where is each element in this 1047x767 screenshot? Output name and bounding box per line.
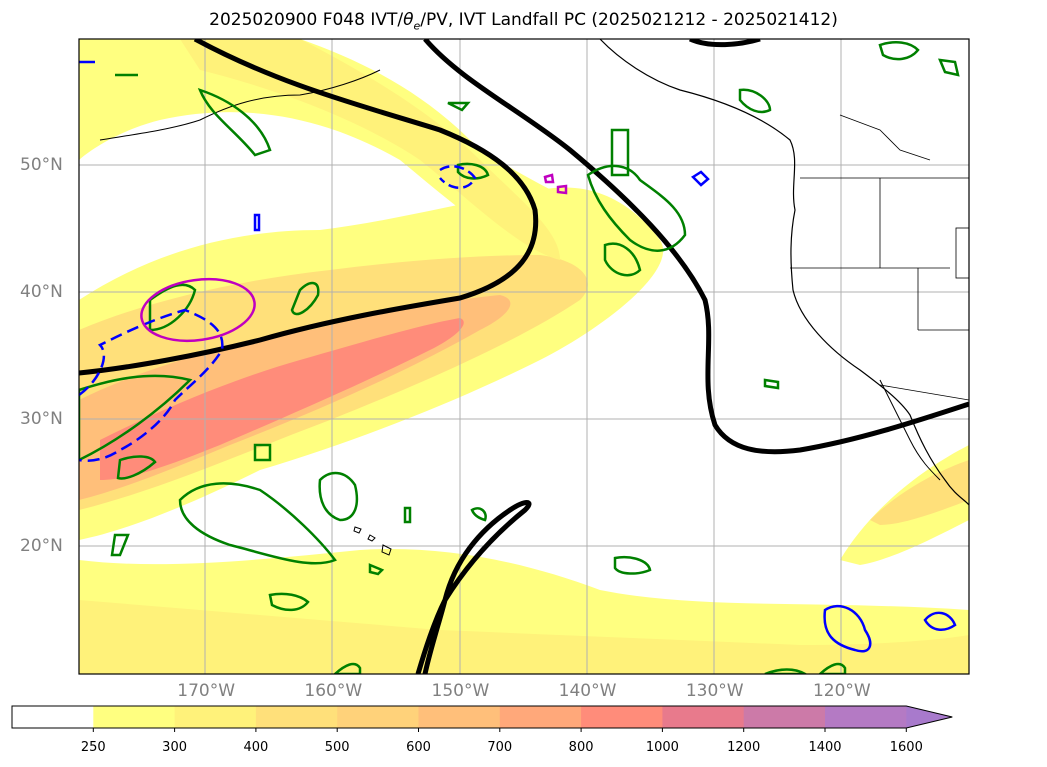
- colorbar-extend-arrow: [906, 706, 953, 728]
- lon-tick-label: 120°W: [812, 681, 871, 701]
- colorbar-tick-label: 400: [243, 740, 269, 755]
- theta-symbol: θ: [403, 10, 414, 30]
- colorbar-segment: [581, 706, 663, 728]
- colorbar-tick-label: 1400: [808, 740, 842, 755]
- negative-contour-small: [439, 165, 477, 189]
- ivt-300-south: [79, 600, 969, 674]
- ivt-250-northwest: [79, 39, 648, 300]
- baja-coastline: [879, 379, 941, 481]
- ivt-fill-layer: [79, 39, 969, 674]
- colorbar-segment: [662, 706, 745, 728]
- colorbar-outline: [11, 705, 953, 729]
- theta-e-contour-east: [423, 39, 969, 455]
- colorbar-tick-label: 600: [406, 740, 431, 755]
- lat-tick-label: 20°N: [20, 536, 63, 556]
- lat-tick-label: 50°N: [20, 155, 63, 175]
- colorbar-segment: [255, 706, 338, 728]
- colorbar-tick-label: 800: [568, 740, 594, 755]
- ivt-300-southeast: [870, 460, 969, 525]
- ivt-300-north: [180, 39, 560, 260]
- pv-contours: [79, 41, 960, 674]
- landfall-pc-contours: [140, 173, 568, 342]
- alaska-coastline: [99, 69, 381, 141]
- colorbar-segment: [499, 706, 582, 728]
- lat-tick-label: 30°N: [20, 409, 63, 429]
- colorbar-segment: [12, 706, 94, 728]
- lon-tick-label: 130°W: [685, 681, 744, 701]
- theta-e-contour-north: [688, 39, 761, 48]
- colorbar-tick-label: 250: [80, 740, 106, 755]
- political-borders: [790, 114, 969, 401]
- colorbar-segment: [825, 706, 907, 728]
- colorbar-segment: [93, 706, 176, 728]
- colorbar-segment: [418, 706, 501, 728]
- colorbar-tick-label: 700: [487, 740, 513, 755]
- colorbar-tick-label: 1000: [645, 740, 679, 755]
- hawaii-islands: [353, 526, 392, 556]
- theta-subscript: e: [413, 19, 421, 33]
- map-title: 2025020900 F048 IVT/θe/PV, IVT Landfall …: [209, 10, 838, 33]
- gridlines: [79, 39, 969, 674]
- lon-tick-label: 170°W: [177, 681, 236, 701]
- theta-e-contour-south: [415, 500, 532, 674]
- blue-contours: [79, 60, 957, 653]
- colorbar-tick-label: 1200: [727, 740, 761, 755]
- colorbar-segment: [174, 706, 257, 728]
- colorbar-segment: [743, 706, 826, 728]
- colorbar-segment: [337, 706, 419, 728]
- colorbar-tick-label: 500: [324, 740, 350, 755]
- north-america-coastline: [599, 39, 969, 506]
- lon-tick-label: 160°W: [304, 681, 363, 701]
- negative-contour-dashed: [79, 308, 224, 462]
- ivt-800-core: [100, 318, 464, 480]
- colorbar: [11, 705, 953, 732]
- lon-tick-label: 140°W: [558, 681, 617, 701]
- theta-e-contour-main: [79, 39, 539, 376]
- lon-tick-label: 150°W: [431, 681, 490, 701]
- lat-tick-label: 40°N: [20, 282, 63, 302]
- map-frame: [78, 38, 970, 675]
- colorbar-tick-label: 1600: [889, 740, 923, 755]
- colorbar-tick-label: 300: [162, 740, 187, 755]
